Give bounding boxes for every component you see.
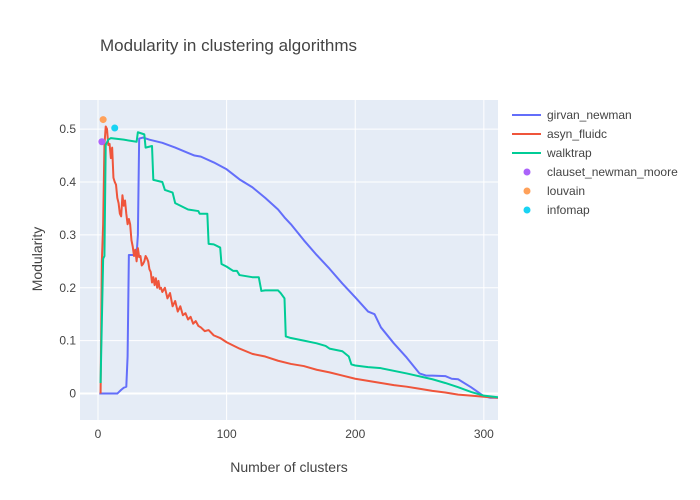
legend-swatch-marker	[523, 187, 531, 195]
y-tick-label: 0.5	[59, 122, 76, 136]
legend-item-louvain[interactable]: louvain	[523, 184, 586, 198]
legend-label: girvan_newman	[547, 108, 632, 122]
legend-label: asyn_fluidc	[547, 127, 607, 141]
series-clip-group	[98, 116, 498, 399]
y-tick-label: 0.3	[59, 228, 76, 242]
y-tick-label: 0.4	[59, 175, 76, 189]
legend-item-girvan-newman[interactable]: girvan_newman	[512, 108, 632, 122]
series-point-clauset-newman-moore	[98, 138, 106, 146]
series-layer	[98, 116, 498, 399]
legend-label: infomap	[547, 203, 590, 217]
x-axis-ticks: 0 100 200 300	[95, 427, 495, 441]
y-tick-label: 0.1	[59, 334, 76, 348]
series-point-louvain	[99, 116, 107, 124]
y-axis-title: Modularity	[29, 227, 45, 292]
legend[interactable]: girvan_newman asyn_fluidc walktrap clauset_…	[512, 108, 678, 217]
x-tick-label: 300	[474, 427, 494, 441]
legend-item-asyn-fluidc[interactable]: asyn_fluidc	[512, 127, 607, 141]
legend-item-walktrap[interactable]: walktrap	[512, 146, 592, 160]
series-line-asyn-fluidc	[99, 125, 498, 399]
legend-label: louvain	[547, 184, 585, 198]
x-axis-title: Number of clusters	[230, 459, 347, 475]
legend-item-infomap[interactable]: infomap	[523, 203, 591, 217]
legend-swatch-marker	[523, 206, 531, 214]
chart-title: Modularity in clustering algorithms	[100, 36, 357, 55]
legend-label: clauset_newman_moore	[547, 165, 678, 179]
legend-label: walktrap	[546, 146, 592, 160]
grid-lines	[80, 100, 498, 420]
y-tick-label: 0.2	[59, 281, 76, 295]
x-tick-label: 100	[217, 427, 237, 441]
legend-swatch-marker	[523, 168, 531, 176]
series-line-walktrap	[99, 131, 498, 399]
legend-item-clauset-newman-moore[interactable]: clauset_newman_moore	[523, 165, 679, 179]
y-axis-ticks: 0 0.1 0.2 0.3 0.4 0.5	[59, 122, 76, 400]
x-tick-label: 0	[95, 427, 102, 441]
plot-area	[80, 100, 498, 420]
y-tick-label: 0	[69, 387, 76, 401]
series-point-infomap	[111, 124, 119, 132]
x-tick-label: 200	[345, 427, 365, 441]
